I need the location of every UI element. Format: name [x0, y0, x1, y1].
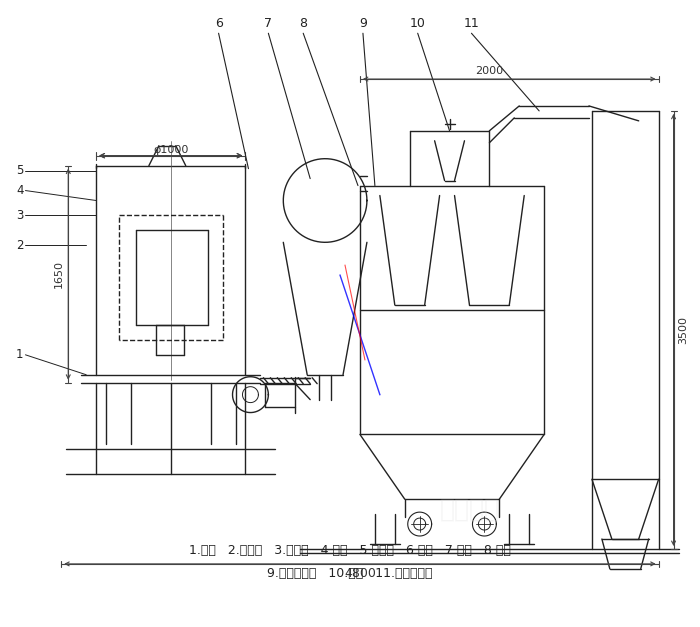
Text: 8: 8: [299, 17, 307, 30]
Text: 10: 10: [410, 17, 426, 30]
Text: 7: 7: [265, 17, 272, 30]
Text: φ1000: φ1000: [153, 145, 188, 155]
Text: 11: 11: [463, 17, 480, 30]
Text: 1: 1: [16, 349, 24, 361]
Text: 1.底座   2.回风道   3.激振器   4.筛网   5.进料斗   6.风机   7.绞龙   8.料仓: 1.底座 2.回风道 3.激振器 4.筛网 5.进料斗 6.风机 7.绞龙 8.…: [189, 544, 511, 557]
Text: 4800: 4800: [344, 567, 376, 581]
Text: 1650: 1650: [55, 260, 64, 288]
Text: 3: 3: [16, 209, 24, 222]
Text: 2000: 2000: [475, 66, 503, 76]
Text: 3500: 3500: [678, 316, 689, 344]
Text: 4: 4: [16, 184, 24, 197]
Text: 5: 5: [16, 164, 24, 177]
Text: 9: 9: [359, 17, 367, 30]
Text: 大华机械: 大华机械: [440, 497, 500, 521]
Text: 2: 2: [16, 239, 24, 252]
Text: 9.旋风分离器   10.支架   11.布袋除尘器: 9.旋风分离器 10.支架 11.布袋除尘器: [267, 567, 433, 581]
Text: 6: 6: [215, 17, 223, 30]
